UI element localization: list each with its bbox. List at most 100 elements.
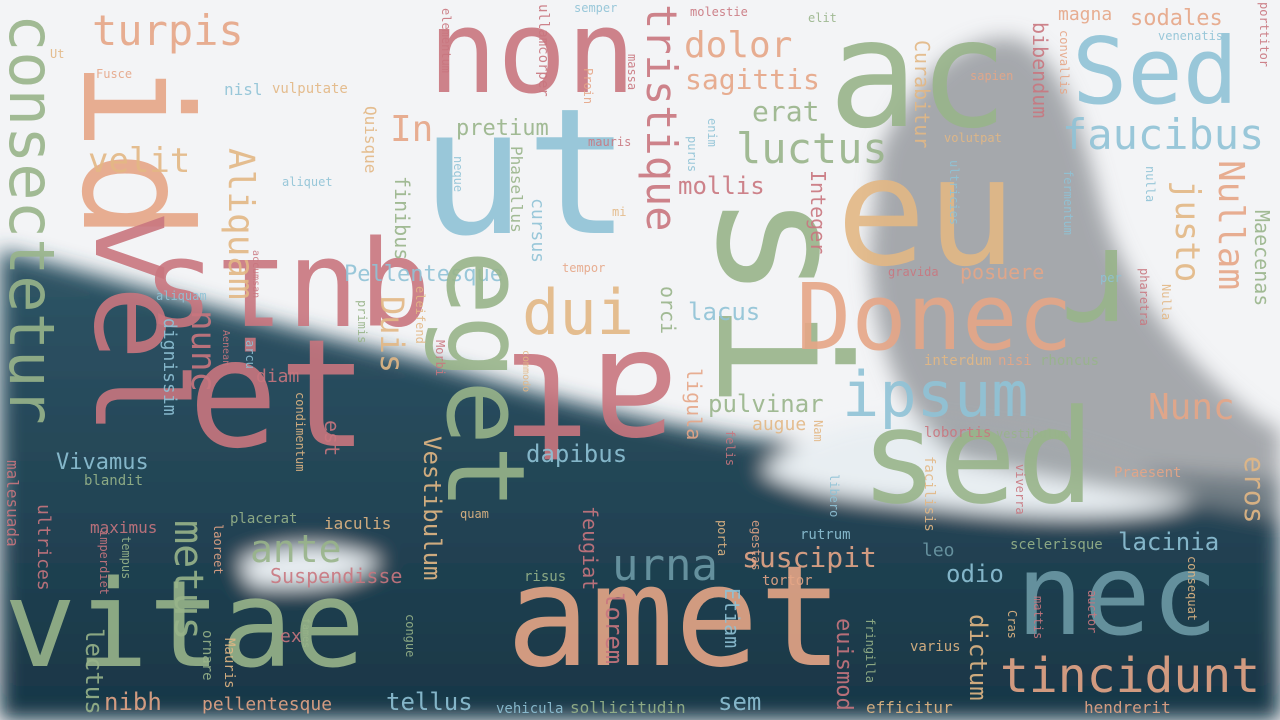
water-area [0, 250, 1280, 720]
word-sed: sed [860, 381, 1095, 533]
word-ante: ante [250, 527, 342, 571]
word-aliquam: aliquam [156, 289, 207, 303]
word-faucibus: faucibus [1062, 110, 1265, 159]
word-aliquet: aliquet [282, 175, 333, 189]
word-consequat: consequat [1185, 556, 1199, 622]
word-luctus: luctus [736, 124, 888, 173]
word-neque: neque [451, 156, 465, 193]
word-feugiat: feugiat [578, 506, 602, 591]
word-ipsum: ipsum [842, 358, 1029, 431]
word-nec: nec [1016, 531, 1219, 661]
word-egestas: egestas [749, 520, 763, 571]
word-libero: libero [827, 474, 841, 518]
word-sapien: sapien [970, 69, 1014, 83]
word-ultricies: ultricies [947, 160, 961, 226]
word-suspendisse: Suspendisse [270, 564, 403, 588]
word-commodo: commodo [520, 350, 531, 393]
word-efficitur: efficitur [866, 698, 953, 717]
word-tincidunt: tincidunt [1000, 648, 1261, 704]
word-maximus: maximus [90, 518, 158, 537]
word-porttitor: porttitor [1257, 2, 1271, 68]
word-iaculis: iaculis [324, 514, 392, 533]
word-pellentesque: pellentesque [202, 694, 333, 715]
word-vivamus: Vivamus [56, 450, 149, 475]
word-purus: purus [685, 136, 699, 173]
word-quisque: Quisque [361, 106, 380, 174]
word-est: est [320, 420, 344, 457]
word-nunc: nunc [183, 310, 223, 392]
word-dictum: dictum [964, 614, 992, 701]
word-interdum: interdum [924, 353, 992, 369]
word-dapibus: dapibus [526, 440, 628, 468]
word-diam: diam [256, 366, 300, 387]
word-vestibulum-cap: Vestibulum [418, 436, 446, 581]
word-nam: Nam [811, 420, 825, 442]
word-ex: ex [280, 626, 302, 647]
word-fermentum: fermentum [1061, 170, 1075, 236]
word-bibendum: bibendum [1028, 22, 1052, 119]
word-proin: Proin [581, 68, 595, 105]
word-lorem: lorem [600, 592, 628, 665]
word-metus: metus [165, 520, 211, 641]
word-enim: enim [705, 118, 719, 147]
word-hendrerit: hendrerit [1084, 698, 1171, 717]
word-auctor: auctor [1085, 590, 1099, 634]
word-varius: varius [910, 639, 961, 655]
word-tellus: tellus [386, 688, 473, 716]
word-orci: orci [656, 286, 680, 335]
word-in: In [390, 109, 434, 150]
word-sed-cap: Sed [1072, 18, 1239, 125]
word-venenatis: venenatis [1158, 29, 1224, 43]
word-duis: Duis [373, 296, 411, 374]
word-laoreet: laoreet [211, 524, 225, 575]
word-eros: eros [1238, 456, 1271, 524]
word-malesuada: malesuada [3, 460, 22, 547]
word-tempor: tempor [562, 261, 606, 275]
word-suscipit: suscipit [742, 541, 877, 574]
word-phasellus: Phasellus [507, 146, 526, 233]
word-donec: Donec [796, 264, 1073, 371]
word-ultrices: ultrices [33, 504, 54, 591]
word-ligula: ligula [682, 368, 706, 441]
ice-floe-right [760, 420, 1200, 517]
word-etiam: Etiam [720, 588, 744, 649]
word-consectetur: consectetur [0, 14, 68, 425]
ice-floe-left [240, 546, 380, 587]
word-congue: congue [403, 614, 417, 658]
word-tempus: tempus [119, 536, 133, 580]
word-mi: mi [612, 205, 627, 219]
word-scelerisque: scelerisque [1010, 537, 1103, 553]
word-maecenas: Maecenas [1250, 210, 1274, 307]
word-lacinia: lacinia [1118, 528, 1220, 556]
word-volutpat: volutpat [944, 131, 1002, 145]
word-pharetra: pharetra [1137, 268, 1151, 326]
word-rhoncus: rhoncus [1040, 353, 1100, 369]
word-elementum: elementum [439, 8, 453, 74]
word-cursus: cursus [527, 198, 548, 264]
word-erat: erat [752, 95, 820, 128]
word-mauris-cap: Mauris [221, 638, 237, 689]
word-molestie: molestie [690, 5, 748, 19]
rock-formation [870, 38, 1280, 520]
word-amet: amet [506, 536, 844, 699]
word-leo: leo [922, 540, 955, 561]
word-porta: porta [715, 520, 729, 557]
word-ut: ut [420, 72, 631, 275]
word-fusce: Fusce [96, 67, 133, 81]
word-lectus: lectus [80, 628, 108, 715]
word-elit: elit [808, 11, 837, 25]
word-sem: sem [718, 688, 762, 716]
word-primis: primis [355, 300, 369, 344]
word-nibh: nibh [104, 688, 162, 716]
word-lacus: lacus [688, 298, 761, 326]
word-viverra: viverra [1013, 464, 1027, 515]
word-imperdiet: imperdiet [97, 530, 111, 596]
word-massa: massa [625, 54, 639, 91]
word-fringilla: fringilla [863, 618, 877, 684]
word-blandit: blandit [84, 473, 144, 489]
word-facilisis: facilisis [921, 456, 937, 532]
word-eu: eu [836, 126, 1017, 300]
word-lobortis: lobortis [924, 425, 992, 441]
word-fames: fames [300, 618, 311, 649]
